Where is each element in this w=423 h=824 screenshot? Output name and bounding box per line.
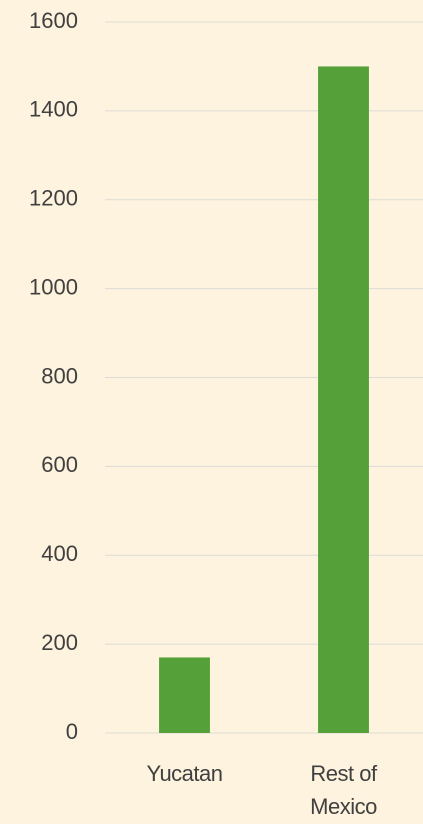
y-tick-label: 0 bbox=[66, 719, 78, 744]
y-tick-label: 400 bbox=[41, 541, 78, 566]
y-tick-label: 1600 bbox=[29, 8, 78, 33]
y-tick-label: 1400 bbox=[29, 97, 78, 122]
y-tick-label: 200 bbox=[41, 630, 78, 655]
y-tick-label: 600 bbox=[41, 452, 78, 477]
y-tick-label: 800 bbox=[41, 363, 78, 388]
bar bbox=[159, 657, 210, 733]
bar bbox=[318, 66, 369, 733]
x-tick-label: Yucatan bbox=[146, 761, 223, 786]
y-tick-label: 1000 bbox=[29, 274, 78, 299]
y-tick-label: 1200 bbox=[29, 186, 78, 211]
x-tick-label: Rest of Mexico bbox=[310, 761, 377, 819]
